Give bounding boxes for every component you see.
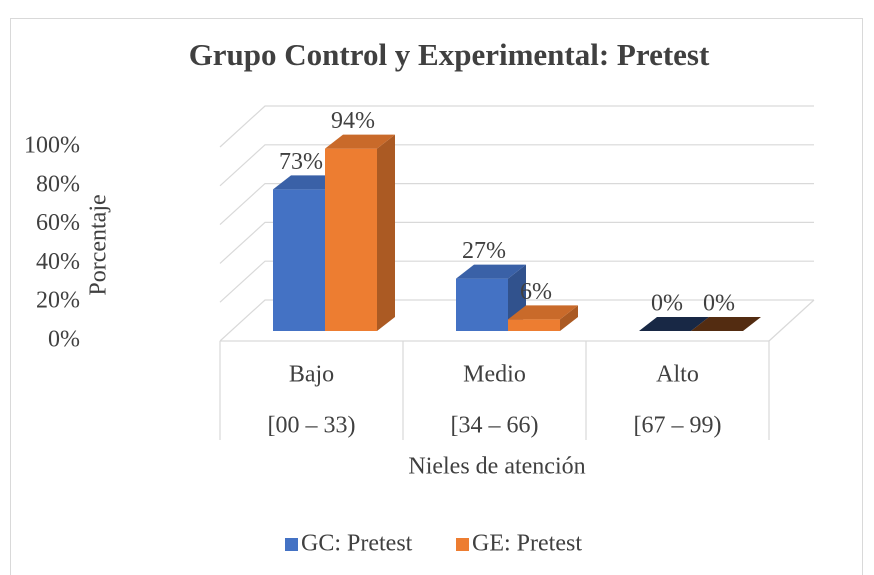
value-label: 6% bbox=[520, 279, 552, 305]
y-tick-label: 60% bbox=[36, 210, 80, 236]
x-axis-label: Nieles de atención bbox=[408, 454, 585, 480]
bar-side bbox=[560, 305, 578, 331]
x-tick-label: Alto bbox=[656, 362, 699, 388]
grid-line bbox=[219, 183, 814, 226]
grid-line bbox=[219, 105, 814, 148]
y-tick-label: 80% bbox=[36, 171, 80, 197]
value-label: 73% bbox=[279, 149, 323, 175]
chart-border bbox=[10, 18, 863, 575]
grid-line bbox=[219, 299, 814, 342]
bar bbox=[325, 148, 377, 331]
floor-side bbox=[768, 299, 815, 342]
value-label: 27% bbox=[462, 238, 506, 264]
x-tick-range: [00 – 33) bbox=[268, 413, 356, 439]
legend-swatch bbox=[285, 538, 298, 551]
bar-top bbox=[508, 305, 578, 320]
legend-label: GC: Pretest bbox=[301, 531, 413, 557]
y-tick-label: 100% bbox=[24, 133, 80, 159]
y-axis-label: Porcentaje bbox=[86, 194, 112, 295]
x-tick-range: [34 – 66) bbox=[451, 413, 539, 439]
y-tick-label: 0% bbox=[48, 327, 80, 353]
grid-line bbox=[219, 221, 814, 264]
grid-line bbox=[219, 260, 814, 303]
bar-top bbox=[325, 134, 395, 149]
bar-top bbox=[639, 317, 709, 331]
legend-label: GE: Pretest bbox=[472, 531, 582, 557]
x-tick-label: Medio bbox=[463, 362, 526, 388]
bar-top bbox=[691, 317, 761, 331]
grid-line bbox=[219, 144, 814, 187]
bar bbox=[508, 319, 560, 331]
bar-side bbox=[377, 134, 395, 331]
bar bbox=[273, 189, 325, 331]
y-tick-label: 40% bbox=[36, 249, 80, 275]
value-label: 0% bbox=[703, 291, 735, 317]
bar bbox=[456, 278, 508, 331]
legend-swatch bbox=[456, 538, 469, 551]
value-label: 0% bbox=[651, 291, 683, 317]
bar-top bbox=[456, 264, 526, 279]
chart-title: Grupo Control y Experimental: Pretest bbox=[189, 37, 710, 72]
y-tick-label: 20% bbox=[36, 288, 80, 314]
x-tick-label: Bajo bbox=[289, 362, 334, 388]
x-tick-range: [67 – 99) bbox=[634, 413, 722, 439]
value-label: 94% bbox=[331, 108, 375, 134]
